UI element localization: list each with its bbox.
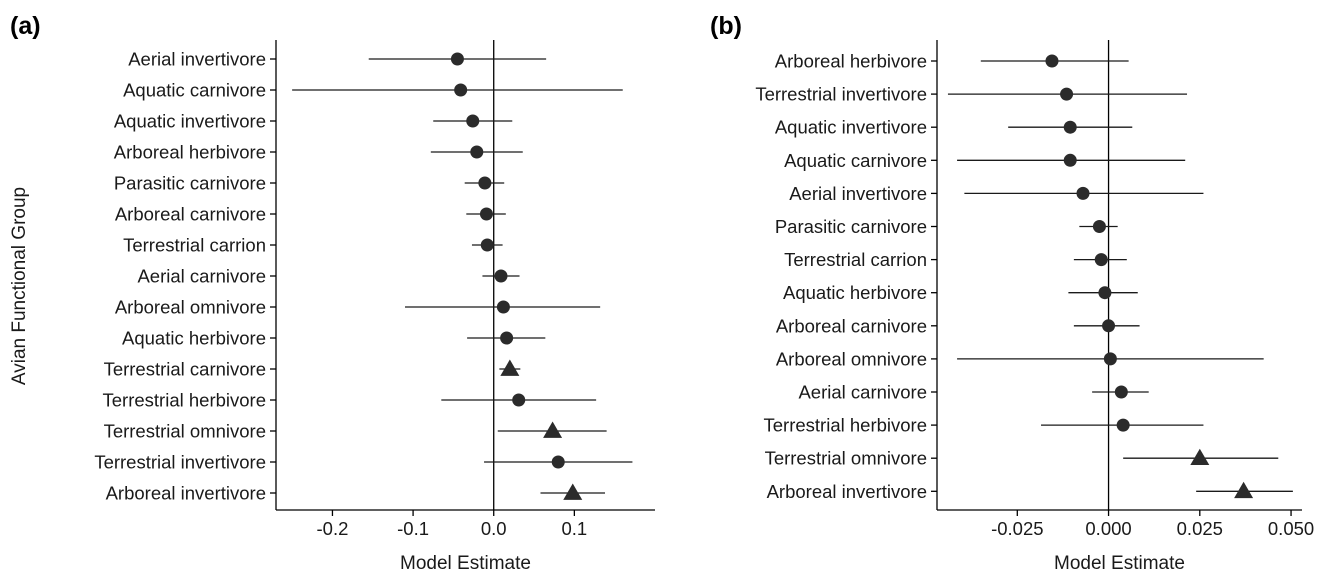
estimate-point-marker	[1098, 286, 1112, 300]
category-label: Aerial carnivore	[137, 266, 266, 287]
panel-label: (a)	[10, 12, 41, 40]
category-label: Aquatic herbivore	[122, 328, 266, 349]
estimate-point-marker	[1060, 87, 1074, 101]
y-axis-title: Avian Functional Group	[9, 187, 30, 385]
category-label: Aquatic carnivore	[784, 150, 927, 171]
estimate-point-marker	[1063, 153, 1077, 167]
category-label: Parasitic carnivore	[114, 173, 266, 194]
x-tick-label: -0.025	[991, 518, 1043, 539]
estimate-point-marker	[494, 269, 508, 283]
estimate-point-marker	[496, 300, 510, 314]
category-label: Terrestrial carrion	[784, 249, 927, 270]
x-tick-label: -0.2	[317, 518, 349, 539]
category-label: Aquatic invertivore	[114, 111, 266, 132]
estimate-point-marker	[478, 176, 492, 190]
category-label: Arboreal omnivore	[776, 348, 927, 369]
x-tick-label: 0.1	[562, 518, 588, 539]
category-label: Terrestrial omnivore	[765, 448, 927, 469]
estimate-triangle-marker	[1234, 481, 1254, 499]
x-tick-label: 0.050	[1268, 518, 1314, 539]
x-tick-label: 0.0	[481, 518, 507, 539]
category-label: Arboreal carnivore	[115, 204, 266, 225]
category-label: Terrestrial herbivore	[103, 390, 266, 411]
category-label: Aerial carnivore	[798, 382, 927, 403]
category-label: Terrestrial carnivore	[104, 359, 266, 380]
estimate-point-marker	[1092, 220, 1106, 233]
panel-a: (a) -0.2 -0.1 0.0 0.1 Model Estimate Aerial in…	[10, 12, 655, 573]
category-label: Terrestrial invertivore	[755, 84, 927, 105]
estimate-point-marker	[512, 393, 526, 407]
category-label: Aquatic herbivore	[783, 282, 927, 303]
x-axis-title: Model Estimate	[400, 553, 531, 573]
panel-b: (b) -0.025 0.000 0.025 0.050 Model Estimate Ar…	[710, 12, 1314, 573]
estimate-triangle-marker	[1190, 448, 1210, 466]
category-label: Aerial invertivore	[789, 183, 927, 204]
estimate-point-marker	[1094, 253, 1108, 267]
estimate-triangle-marker	[543, 421, 563, 438]
category-label: Aquatic invertivore	[775, 117, 927, 138]
category-label: Terrestrial invertivore	[94, 452, 266, 473]
x-axis-title: Model Estimate	[1054, 553, 1185, 573]
x-tick-label: 0.025	[1177, 518, 1223, 539]
estimate-point-marker	[1103, 352, 1117, 366]
estimate-point-marker	[480, 238, 494, 252]
estimate-triangle-marker	[500, 359, 520, 376]
category-label: Terrestrial herbivore	[764, 415, 927, 436]
category-label: Arboreal invertivore	[767, 481, 927, 502]
estimate-point-marker	[1063, 120, 1077, 134]
estimate-point-marker	[479, 207, 493, 221]
category-label: Arboreal omnivore	[115, 297, 266, 318]
category-label: Terrestrial omnivore	[104, 421, 266, 442]
estimate-point-marker	[1114, 385, 1128, 399]
category-label: Aerial invertivore	[128, 49, 266, 70]
estimate-point-marker	[551, 455, 565, 469]
x-tick-label: 0.000	[1085, 518, 1131, 539]
estimate-point-marker	[454, 83, 468, 97]
estimate-point-marker	[1116, 418, 1130, 432]
estimate-point-marker	[450, 52, 464, 66]
category-label: Parasitic carnivore	[775, 216, 927, 237]
category-label: Terrestrial carrion	[123, 235, 266, 256]
estimate-point-marker	[470, 145, 484, 159]
estimate-point-marker	[1076, 186, 1090, 200]
category-label: Aquatic carnivore	[123, 80, 266, 101]
estimate-point-marker	[466, 114, 480, 128]
panel-label: (b)	[710, 12, 742, 40]
estimate-point-marker	[500, 331, 514, 345]
category-label: Arboreal herbivore	[775, 51, 927, 72]
category-label: Arboreal invertivore	[106, 483, 266, 504]
category-label: Arboreal herbivore	[114, 142, 266, 163]
x-tick-label: -0.1	[397, 518, 429, 539]
estimate-point-marker	[1045, 54, 1059, 68]
estimate-triangle-marker	[563, 483, 583, 500]
category-label: Arboreal carnivore	[776, 315, 927, 336]
estimate-point-marker	[1102, 319, 1116, 333]
